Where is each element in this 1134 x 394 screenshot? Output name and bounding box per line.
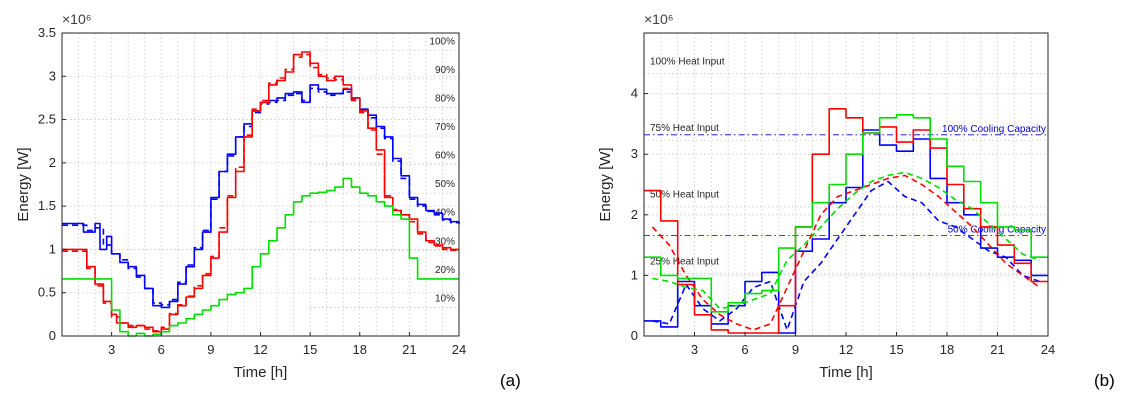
- panel-b-series-line: [652, 171, 1040, 310]
- panel-a-y-tick-label: 2.5: [38, 112, 56, 127]
- panel-a-y-tick-label: 0: [49, 328, 56, 343]
- panel-b-series-line: [651, 174, 1041, 331]
- panel-a-y-tick-label: 3.5: [38, 25, 56, 40]
- panel-a-percent-label: 30%: [435, 236, 455, 247]
- panel-b-heat-input-label: 25% Heat Input: [650, 256, 719, 267]
- panel-a-x-tick-label: 12: [253, 342, 267, 357]
- panel-a-chart: (a) 100%90%80%70%60%50%40%30%20%10%3 6 9 12…: [15, 11, 521, 390]
- panel-a-x-tick-label: 9: [207, 342, 214, 357]
- panel-a-x-tick-label: 15: [303, 342, 317, 357]
- panel-b-x-axis-label: Time [h]: [819, 364, 873, 381]
- panel-b-x-tick-label: 15: [889, 342, 903, 357]
- panel-b-y-tick-label: 4: [631, 86, 638, 101]
- panel-a-label: (a): [500, 371, 521, 390]
- panel-b-y-tick-label: 1: [631, 267, 638, 282]
- panel-b-y-axis-label: Energy [W]: [597, 147, 614, 221]
- panel-b-x-tick-label: 12: [839, 342, 853, 357]
- panel-a-y-tick-label: 1: [49, 241, 56, 256]
- panel-b-label: (b): [1094, 371, 1115, 390]
- panel-a-percent-label: 90%: [435, 65, 455, 76]
- panel-a-x-tick-label: 3: [108, 342, 115, 357]
- panel-a-percent-label: 100%: [429, 36, 455, 47]
- panel-b-x-tick-label: 24: [1041, 342, 1055, 357]
- panel-b-exponent-label: ×10⁶: [644, 11, 674, 27]
- panel-a-x-tick-label: 18: [353, 342, 367, 357]
- panel-b-y-tick-label: 2: [631, 207, 638, 222]
- panel-a-x-axis-label: Time [h]: [234, 364, 288, 381]
- panel-b-x-tick-label: 6: [741, 342, 748, 357]
- panel-a-series-line: [62, 87, 460, 306]
- panel-b-cooling-capacity-label: 100% Cooling Capacity: [942, 124, 1046, 135]
- panel-b-x-tick-label: 21: [990, 342, 1004, 357]
- panel-a-y-tick-label: 3: [49, 68, 56, 83]
- panel-b-heat-input-label: 100% Heat Input: [650, 56, 725, 67]
- panel-a-percent-label: 80%: [435, 93, 455, 104]
- panel-b-x-tick-label: 18: [940, 342, 954, 357]
- panel-b-heat-input-label: 75% Heat Input: [650, 123, 719, 134]
- panel-a-percent-label: 40%: [435, 208, 455, 219]
- panel-a-percent-label: 50%: [435, 179, 455, 190]
- panel-b-y-tick-label: 0: [631, 328, 638, 343]
- panel-a-series-line: [62, 53, 460, 332]
- panel-b-series-line: [644, 114, 1048, 313]
- panel-b-x-tick-label: 3: [691, 342, 698, 357]
- panel-b-series-group: [644, 108, 1048, 334]
- panel-a-y-tick-label: 0.5: [38, 285, 56, 300]
- panel-a-y-axis-label: Energy [W]: [15, 147, 32, 221]
- panel-a-x-tick-label: 21: [402, 342, 416, 357]
- panel-a-exponent-label: ×10⁶: [62, 11, 92, 27]
- panel-a-x-tick-label: 6: [158, 342, 165, 357]
- panel-a-percent-label: 60%: [435, 151, 455, 162]
- panel-a-percent-label: 10%: [435, 293, 455, 304]
- panel-b-y-tick-label: 3: [631, 146, 638, 161]
- panel-b-series-line: [644, 108, 1048, 334]
- panel-a-percent-label: 20%: [435, 265, 455, 276]
- panel-b-x-tick-label: 9: [792, 342, 799, 357]
- panel-a-x-tick-label: 24: [452, 342, 466, 357]
- panel-a-y-tick-label: 1.5: [38, 198, 56, 213]
- panel-b-heat-input-label: 50% Heat Input: [650, 190, 719, 201]
- panel-a-percent-label: 70%: [435, 122, 455, 133]
- panel-a-y-tick-label: 2: [49, 155, 56, 170]
